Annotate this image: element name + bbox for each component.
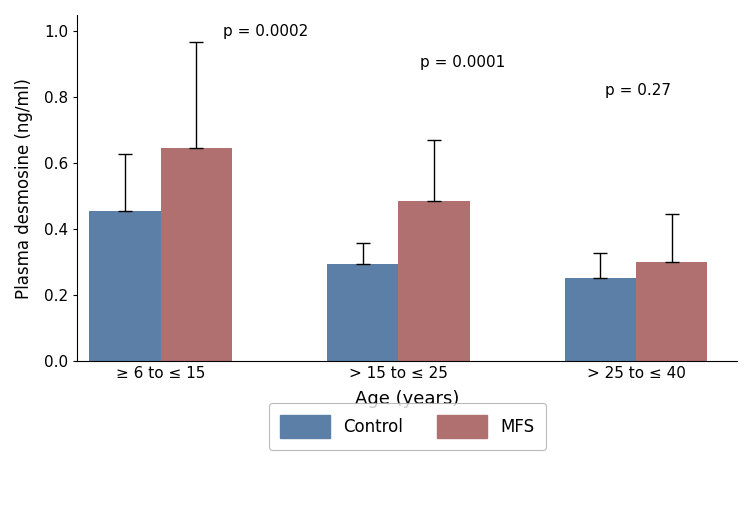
Bar bbox=[636, 262, 708, 361]
Text: p = 0.0002: p = 0.0002 bbox=[223, 24, 308, 39]
Bar bbox=[161, 148, 232, 361]
Bar bbox=[89, 211, 161, 361]
Bar bbox=[399, 201, 469, 361]
Text: p = 0.0001: p = 0.0001 bbox=[420, 55, 505, 71]
Y-axis label: Plasma desmosine (ng/ml): Plasma desmosine (ng/ml) bbox=[15, 78, 33, 299]
X-axis label: Age (years): Age (years) bbox=[355, 390, 459, 407]
Bar bbox=[327, 264, 399, 361]
Bar bbox=[565, 278, 636, 361]
Text: p = 0.27: p = 0.27 bbox=[605, 83, 671, 98]
Legend: Control, MFS: Control, MFS bbox=[268, 403, 546, 450]
